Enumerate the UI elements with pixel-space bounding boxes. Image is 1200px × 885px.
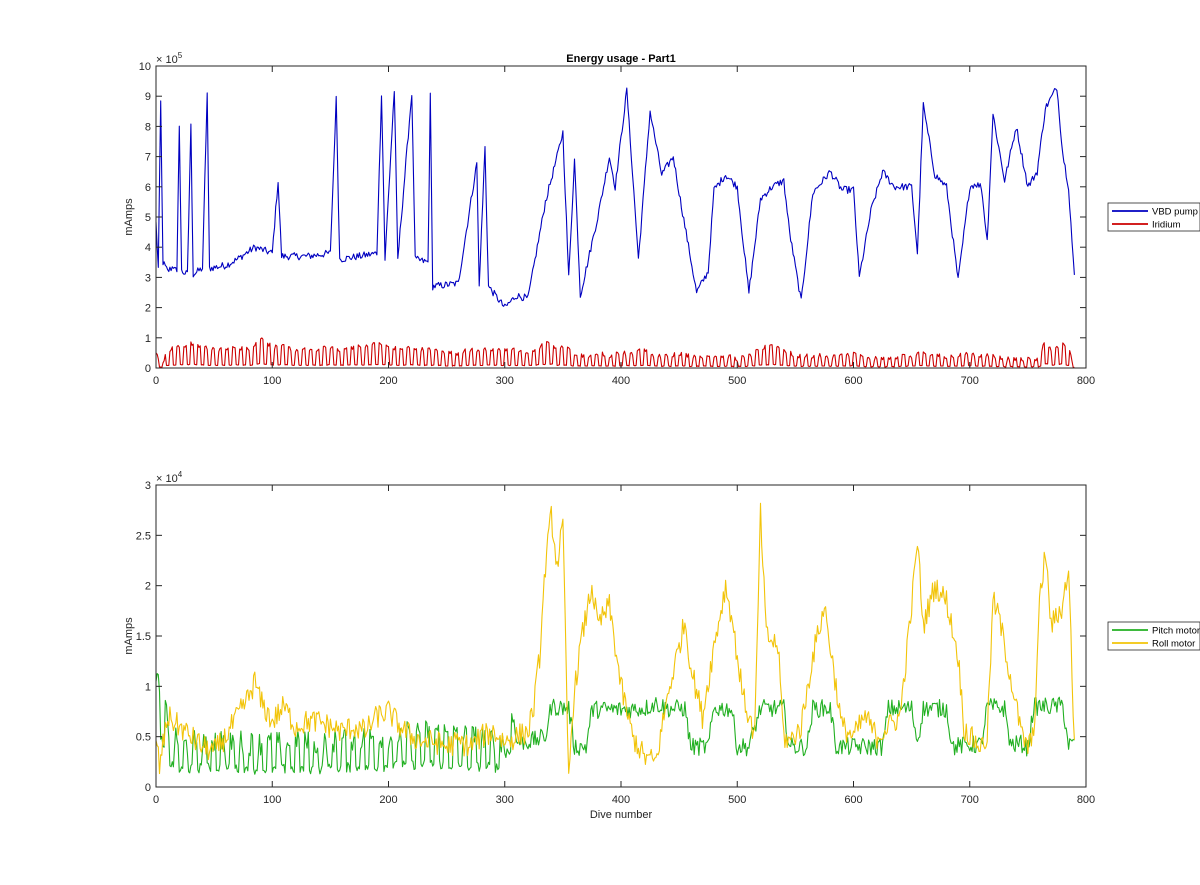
- y-exponent-label: × 104: [156, 470, 183, 485]
- y-tick-label: 8: [145, 121, 151, 133]
- y-tick-label: 2.5: [136, 530, 151, 542]
- series-line-vbd-pump: [156, 87, 1075, 307]
- x-tick-label: 0: [153, 794, 159, 806]
- x-tick-label: 300: [496, 794, 514, 806]
- x-tick-label: 600: [844, 375, 862, 387]
- x-tick-label: 0: [153, 375, 159, 387]
- y-exponent-label: × 105: [156, 51, 183, 66]
- y-tick-label: 0: [145, 782, 151, 794]
- legend: VBD pump Iridium: [1107, 202, 1200, 232]
- y-tick-label: 10: [139, 61, 151, 73]
- x-tick-label: 400: [612, 794, 630, 806]
- y-tick-label: 3: [145, 480, 151, 492]
- y-axis-label: mAmps: [123, 617, 135, 655]
- x-tick-label: 700: [961, 794, 979, 806]
- legend-label: VBD pump: [1152, 207, 1198, 218]
- x-tick-label: 100: [263, 794, 281, 806]
- series-lines: [156, 502, 1075, 775]
- x-tick-label: 500: [728, 375, 746, 387]
- y-tick-label: 7: [145, 152, 151, 164]
- x-tick-label: 100: [263, 375, 281, 387]
- series-line-iridium: [156, 337, 1075, 368]
- chart-title: Energy usage - Part1: [566, 53, 675, 65]
- series-line-pitch-motor: [156, 673, 1075, 775]
- legend-box: [1107, 621, 1200, 651]
- y-tick-label: 6: [145, 182, 151, 194]
- y-tick-label: 0.5: [136, 732, 151, 744]
- plot-area: [156, 66, 1086, 368]
- y-axis-label: mAmps: [123, 198, 135, 236]
- x-axis-label: Dive number: [590, 809, 653, 821]
- y-tick-label: 9: [145, 91, 151, 103]
- y-tick-label: 1: [145, 333, 151, 345]
- y-tick-label: 2: [145, 303, 151, 315]
- y-tick-label: 5: [145, 212, 151, 224]
- x-tick-label: 200: [379, 375, 397, 387]
- legend: Pitch motor Roll motor: [1107, 621, 1200, 651]
- legend-label: Roll motor: [1152, 639, 1195, 650]
- y-tick-label: 2: [145, 581, 151, 593]
- series-lines: [156, 87, 1075, 368]
- legend-label: Pitch motor: [1152, 626, 1200, 637]
- x-tick-label: 700: [961, 375, 979, 387]
- x-tick-label: 600: [844, 794, 862, 806]
- legend-box: [1107, 202, 1200, 232]
- x-tick-label: 200: [379, 794, 397, 806]
- y-tick-label: 3: [145, 272, 151, 284]
- motor-chart: 0 100 200 300 400 500 600 700 800 0 0.5 1 1.5 2 2.5 3 × …: [123, 470, 1200, 821]
- legend-label: Iridium: [1152, 220, 1181, 231]
- x-tick-label: 800: [1077, 375, 1095, 387]
- y-tick-label: 4: [145, 242, 151, 254]
- y-tick-label: 1: [145, 681, 151, 693]
- energy-chart-part1: 0 100 200 300 400 500 600 700 800 0 1 2 3 4 5 6 7 8 9 10 × 1…: [123, 51, 1200, 387]
- y-tick-label: 1.5: [136, 631, 151, 643]
- series-line-roll-motor: [156, 502, 1075, 775]
- x-tick-label: 800: [1077, 794, 1095, 806]
- y-tick-label: 0: [145, 363, 151, 375]
- x-tick-label: 400: [612, 375, 630, 387]
- x-tick-label: 300: [496, 375, 514, 387]
- x-tick-label: 500: [728, 794, 746, 806]
- plot-area: [156, 485, 1086, 787]
